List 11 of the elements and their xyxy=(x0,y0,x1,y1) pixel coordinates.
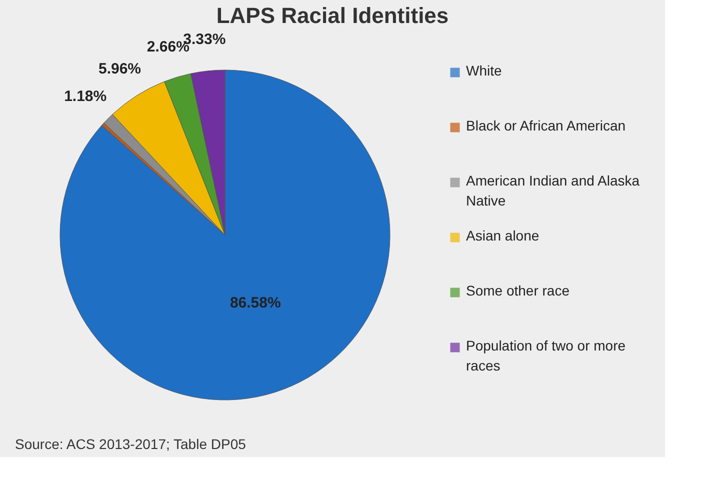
legend-label: Asian alone xyxy=(466,228,540,244)
data-label: 5.96% xyxy=(98,60,142,78)
chart-title: LAPS Racial Identities xyxy=(216,3,449,28)
source-note: Source: ACS 2013-2017; Table DP05 xyxy=(15,436,246,452)
legend-label: Some other race xyxy=(466,282,570,298)
data-label: 1.18% xyxy=(64,88,107,106)
legend-label: Population of two or more races xyxy=(466,338,626,374)
legend-label: White xyxy=(466,62,502,78)
legend-label: American Indian and Alaska Native xyxy=(466,172,640,208)
legend-label: Black or African American xyxy=(466,118,626,134)
data-label: 86.58% xyxy=(230,294,281,312)
